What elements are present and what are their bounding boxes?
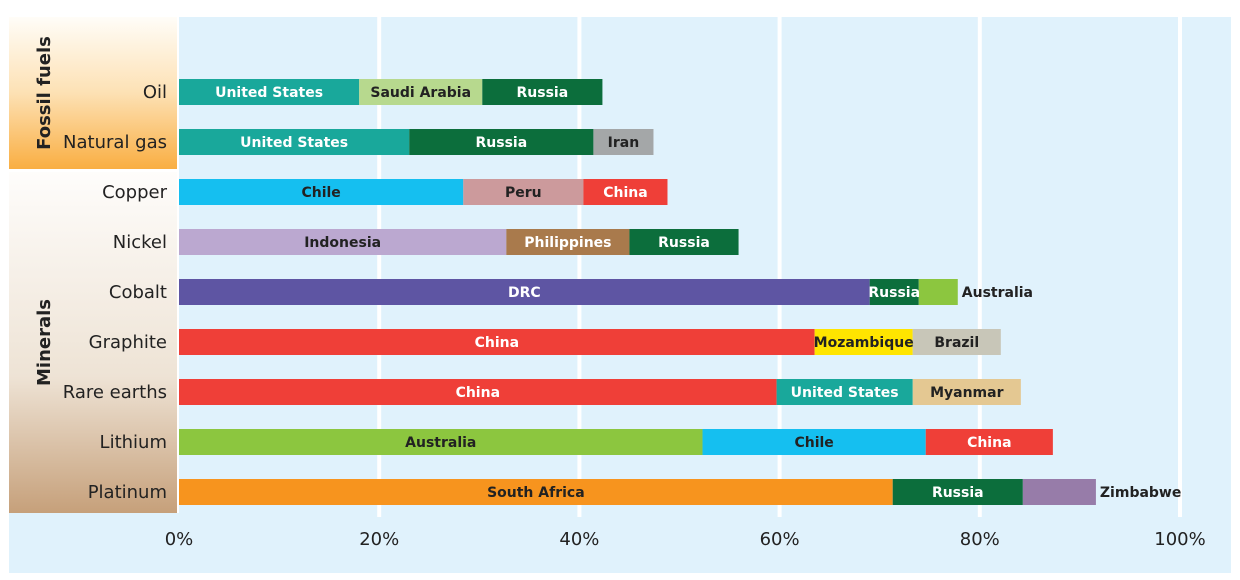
category-label: Lithium xyxy=(100,432,167,453)
x-tick-label: 100% xyxy=(1154,529,1205,550)
left-bottom-background xyxy=(9,513,179,573)
x-tick-label: 80% xyxy=(960,529,1000,550)
bar-segment xyxy=(583,179,668,205)
category-label: Platinum xyxy=(88,482,167,503)
bar-segment xyxy=(506,229,630,255)
bar-segment xyxy=(179,379,777,405)
bar-segment xyxy=(918,279,958,305)
segment-label: Brazil xyxy=(934,335,979,351)
category-label: Rare earths xyxy=(63,382,167,403)
bar-segment xyxy=(892,479,1023,505)
category-label: Oil xyxy=(143,82,167,103)
segment-label: Zimbabwe xyxy=(1100,485,1181,501)
segment-label: DRC xyxy=(508,285,541,301)
segment-label: United States xyxy=(240,135,348,151)
segment-label: Myanmar xyxy=(930,385,1004,401)
bar-segment xyxy=(912,379,1021,405)
bar-segment xyxy=(814,329,913,355)
bar-segment xyxy=(1022,479,1096,505)
bar-segment xyxy=(179,279,870,305)
group-panel-fossil-fuels xyxy=(9,17,177,169)
segment-label: Russia xyxy=(517,85,569,101)
bar-segment xyxy=(179,129,410,155)
segment-label: Russia xyxy=(475,135,527,151)
x-tick-label: 20% xyxy=(359,529,399,550)
bar-segment xyxy=(629,229,739,255)
bar-segment xyxy=(179,479,893,505)
segment-label: Chile xyxy=(301,185,340,201)
bar-segment xyxy=(463,179,584,205)
bar-segment xyxy=(179,229,507,255)
segment-label: Australia xyxy=(405,435,476,451)
category-label: Cobalt xyxy=(109,282,167,303)
bar-segment xyxy=(912,329,1001,355)
bar-segment xyxy=(409,129,594,155)
segment-label: Mozambique xyxy=(814,335,914,351)
segment-label: Australia xyxy=(962,285,1033,301)
bar-segment xyxy=(776,379,913,405)
bar-segment xyxy=(179,329,815,355)
group-panel-minerals xyxy=(9,172,177,513)
bar-segment xyxy=(925,429,1053,455)
category-label: Graphite xyxy=(89,332,167,353)
segment-label: China xyxy=(603,185,647,201)
segment-label: Russia xyxy=(658,235,710,251)
segment-label: Chile xyxy=(794,435,833,451)
bar-segment xyxy=(702,429,926,455)
bar-segment xyxy=(593,129,654,155)
segment-label: Iran xyxy=(608,135,640,151)
segment-label: China xyxy=(475,335,519,351)
bar-segment xyxy=(179,429,703,455)
category-label: Copper xyxy=(102,182,168,203)
segment-label: United States xyxy=(791,385,899,401)
segment-label: Russia xyxy=(932,485,984,501)
bar-segment xyxy=(359,79,483,105)
category-label: Natural gas xyxy=(63,132,167,153)
segment-label: China xyxy=(456,385,500,401)
bar-segment xyxy=(482,79,603,105)
group-label: Fossil fuels xyxy=(34,36,55,150)
group-label: Minerals xyxy=(34,299,55,386)
segment-label: Saudi Arabia xyxy=(370,85,471,101)
segment-label: Russia xyxy=(868,285,920,301)
x-tick-label: 40% xyxy=(559,529,599,550)
bar-segment xyxy=(179,179,464,205)
segment-label: United States xyxy=(215,85,323,101)
segment-label: Peru xyxy=(505,185,542,201)
bar-segment xyxy=(179,79,360,105)
bar-segment xyxy=(869,279,919,305)
segment-label: China xyxy=(967,435,1011,451)
segment-label: Philippines xyxy=(524,235,611,251)
x-tick-label: 60% xyxy=(760,529,800,550)
segment-label: South Africa xyxy=(487,485,585,501)
category-label: Nickel xyxy=(113,232,167,253)
x-tick-label: 0% xyxy=(165,529,194,550)
segment-label: Indonesia xyxy=(304,235,381,251)
